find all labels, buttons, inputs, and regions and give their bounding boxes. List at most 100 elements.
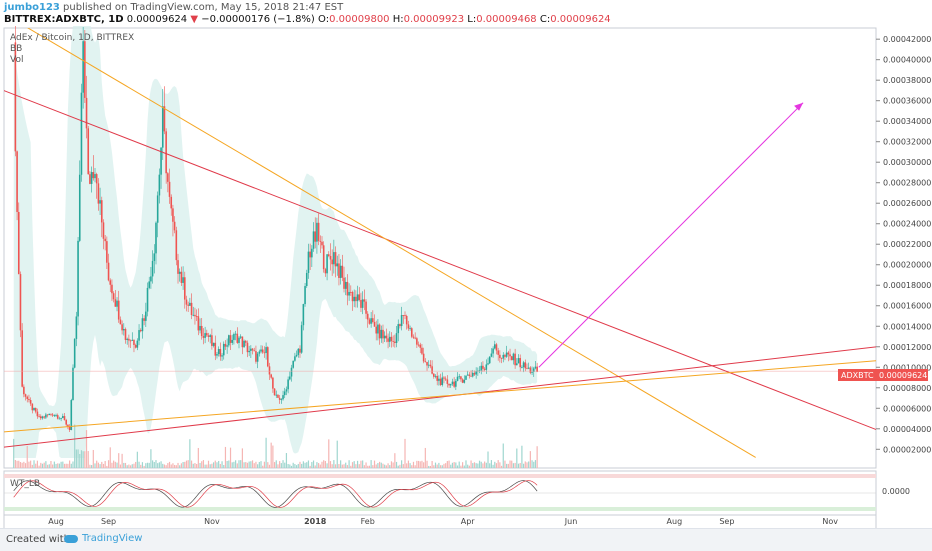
volume-bar [30,460,32,468]
volume-bar [477,463,479,468]
volume-bar [350,465,352,468]
candle-body [211,335,213,346]
volume-bar [101,461,103,468]
volume-bar [204,464,206,468]
candle-body [97,183,100,204]
volume-bar [365,462,367,468]
volume-bar [28,461,30,468]
candle-body [453,381,455,387]
volume-bar [389,465,391,468]
candle-body [465,375,467,380]
candle-body [529,367,532,373]
volume-bar [263,461,266,468]
candle-body [522,362,525,368]
volume-bar [67,463,69,468]
candle-body [182,277,184,283]
candle-body [55,415,57,416]
arrow-head [794,102,804,111]
volume-bar [197,447,199,468]
volume-bar [431,460,433,468]
candle-body [48,413,51,416]
candle-body [244,340,247,343]
candle-body [263,352,266,354]
date-axis-strip [3,514,877,528]
candle-body [350,291,352,293]
volume-bar [141,462,144,468]
volume-bar [445,463,447,468]
candle-body [534,366,537,369]
candle-body [460,376,462,380]
candle-body [392,341,394,342]
candle-body [329,255,332,260]
volume-bar [177,462,179,468]
volume-bar [480,461,482,468]
candle-body [217,348,220,355]
volume-bar [174,464,176,468]
volume-bar [289,464,291,468]
candle-body [68,426,71,431]
volume-bar [424,447,426,468]
candle-body [478,370,481,372]
bollinger-band [13,26,538,458]
candle-body [161,106,164,148]
volume-bar [218,460,220,468]
candle-body [89,174,91,184]
volume-bar [533,461,535,468]
volume-bar [282,460,284,468]
candle-body [24,394,27,397]
volume-bar [358,464,360,468]
candle-body [21,330,23,387]
candle-body [282,395,284,400]
candle-body [485,364,488,370]
volume-bar [41,463,44,468]
tradingview-link[interactable]: TradingView [82,533,143,544]
candle-body [77,240,79,317]
volume-bar [72,461,74,468]
x-tick-label: Aug [48,517,64,526]
candle-body [212,342,215,346]
volume-bar [434,462,437,468]
candle-body [160,147,162,175]
candle-body [458,376,461,378]
candle-body [138,330,140,341]
volume-bar [84,451,86,468]
author-link[interactable]: jumbo123 [4,2,60,13]
candle-body [531,371,533,373]
candle-body [372,318,374,322]
volume-bar [492,464,494,468]
candle-body [309,251,311,258]
last-price: 0.00009624 [126,14,188,25]
candle-body [470,375,472,377]
candle-body [434,375,437,377]
volume-bar [38,465,40,468]
volume-bar [407,460,409,468]
y-tick-label: 0.00024000 [883,220,931,229]
volume-bar [423,462,425,468]
volume-bar [116,462,118,468]
candle-body [231,339,234,343]
candle-body [326,254,328,274]
volume-bar [219,463,221,468]
x-tick-label: Apr [461,517,476,526]
volume-bar [258,461,260,468]
volume-bar [135,461,137,468]
candle-body [334,252,337,267]
volume-bar [312,460,315,468]
price-chart[interactable]: 0.00042000 0.00040000 0.00038000 0.00036000… [0,26,932,528]
candle-body [358,294,361,300]
candle-body [17,211,20,275]
volume-bar [341,464,343,468]
candle-body [226,345,228,347]
volume-bar [390,461,393,468]
volume-bar [485,462,487,468]
candle-body [31,403,34,411]
candle-body [377,324,379,334]
candle-body [402,315,405,316]
candle-body [473,372,476,375]
candle-body [58,418,61,420]
created-with-text: Created with [6,534,70,545]
y-tick-label: 0.00026000 [883,199,931,208]
volume-bar [260,461,262,468]
candle-body [158,174,161,196]
volume-bar [462,462,464,468]
